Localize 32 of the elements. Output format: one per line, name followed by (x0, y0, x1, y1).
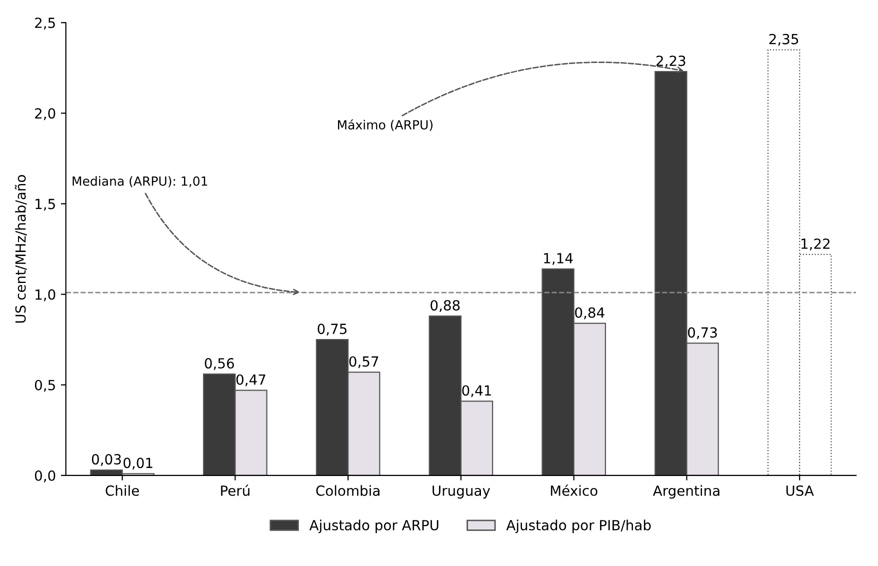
data-label: 0,84 (575, 307, 604, 320)
y-tick-label: 0,0 (34, 470, 56, 482)
data-label: 0,57 (349, 356, 378, 368)
legend-label: Ajustado por PIB/hab (506, 520, 651, 534)
x-tick-label: Argentina (652, 485, 720, 499)
data-label: 1,14 (544, 253, 573, 265)
data-label: 0,88 (430, 300, 460, 312)
legend-label: Ajustado por ARPU (309, 520, 438, 534)
x-tick-label: Perú (221, 484, 250, 496)
y-axis-title: US cent/MHz/hab/año (14, 175, 27, 323)
y-tick-label: 1,0 (36, 289, 56, 302)
x-tick-label: México (550, 484, 598, 496)
y-tick-label: 1,5 (36, 198, 55, 211)
y-tick-label: 0,5 (34, 380, 55, 392)
data-label: 2,23 (656, 56, 686, 68)
data-label: 0,73 (688, 327, 717, 340)
y-tick-label: 2,5 (35, 18, 55, 30)
x-tick-label: Chile (106, 485, 139, 496)
ref-line-label: Mediana (ARPU): 1,01 (72, 176, 208, 188)
data-label: 1,22 (801, 238, 830, 250)
data-label: 0,03 (92, 454, 121, 466)
data-label: 0,75 (318, 324, 347, 336)
data-label: 0,47 (236, 374, 266, 386)
x-tick-label: Colombia (316, 485, 380, 496)
y-tick-label: 2,0 (35, 108, 56, 120)
data-label: 0,41 (462, 385, 491, 398)
data-label: 0,01 (124, 458, 152, 470)
x-tick-label: USA (786, 485, 814, 496)
data-label: 0,56 (204, 358, 234, 370)
data-label: 2,35 (769, 34, 798, 46)
annotation: Máximo (ARPU) (338, 119, 432, 131)
x-tick-label: Uruguay (432, 486, 490, 499)
